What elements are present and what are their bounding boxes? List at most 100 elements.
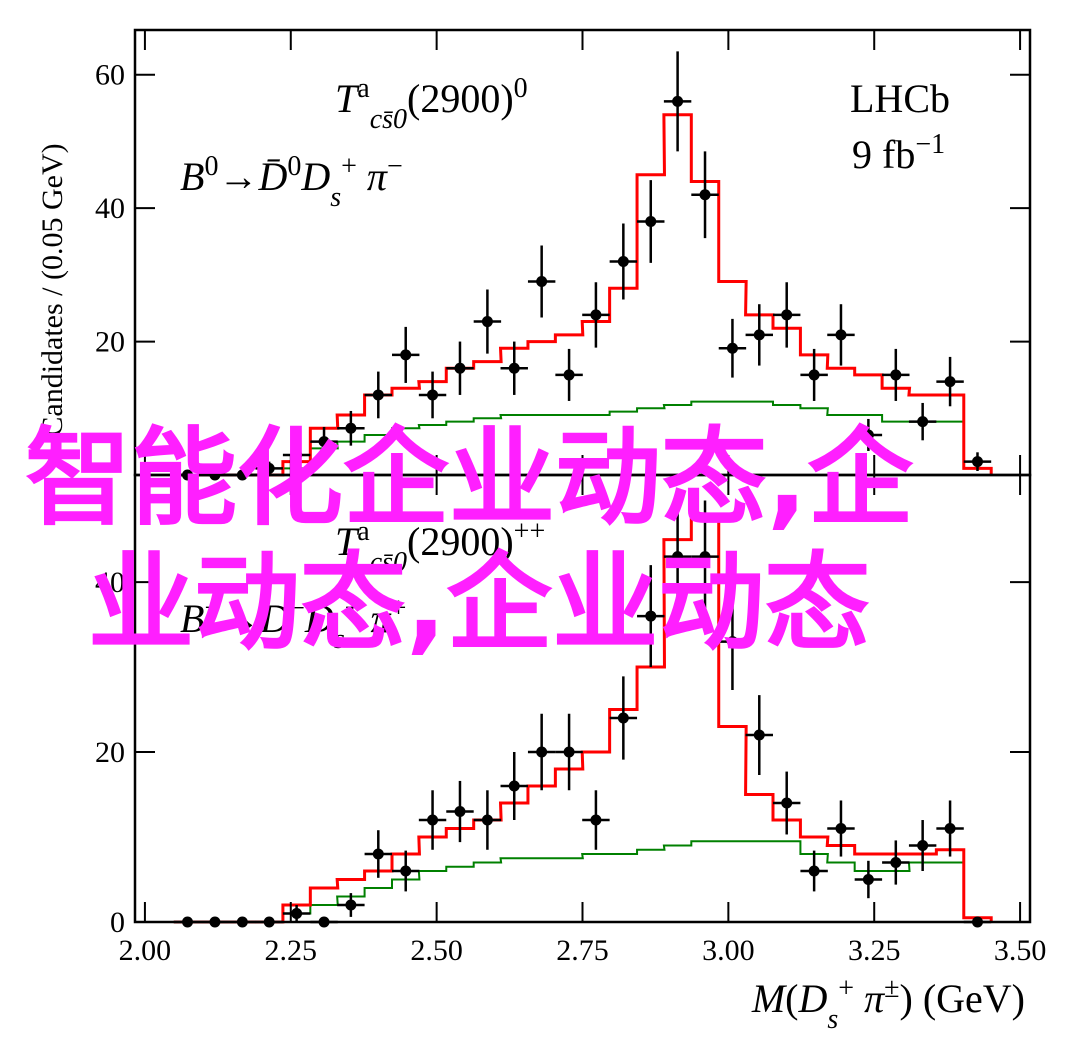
data-point <box>291 908 303 920</box>
annotation-part: − <box>289 593 305 624</box>
y-axis-label: Candidates / (0.05 GeV) <box>36 143 69 436</box>
data-point <box>862 874 874 886</box>
data-point <box>454 362 466 374</box>
annotation-part: + <box>391 593 407 624</box>
data-point <box>672 95 684 107</box>
data-point <box>590 814 602 826</box>
y-tick-label: 40 <box>95 566 125 599</box>
data-point <box>508 362 520 374</box>
data-point <box>699 551 711 563</box>
annotation: Tacs̄0(2900)0 <box>335 73 528 135</box>
annotation: B+→D−Ds+ π+ <box>180 593 406 655</box>
annotation-part: ++ <box>514 516 546 547</box>
data-point <box>481 814 493 826</box>
x-tick-label: 3.00 <box>702 934 755 967</box>
annotation-part: D <box>797 976 827 1021</box>
y-tick-label: 0 <box>110 906 125 939</box>
annotation-part: π <box>357 154 388 199</box>
data-point <box>372 389 384 401</box>
annotation-part: + <box>838 973 854 1004</box>
x-tick-label: 2.50 <box>410 934 463 967</box>
annotation-part: D <box>300 154 330 199</box>
annotation: LHCb <box>850 76 950 121</box>
data-point <box>345 899 357 911</box>
annotation-part: s <box>330 182 341 213</box>
annotation-part: s <box>827 1004 838 1035</box>
data-point <box>263 462 275 474</box>
step-line <box>173 512 993 924</box>
data-point <box>808 865 820 877</box>
y-tick-label: 20 <box>95 326 125 359</box>
annotation-part: π <box>854 976 885 1021</box>
annotation-part: → <box>218 154 258 199</box>
annotation-part: ± <box>884 973 899 1004</box>
annotation-part: T <box>335 76 360 121</box>
data-point <box>917 416 929 428</box>
data-point <box>400 865 412 877</box>
data-point <box>427 389 439 401</box>
data-point <box>372 848 384 860</box>
annotation-part: M <box>751 976 788 1021</box>
data-point <box>890 857 902 869</box>
annotation-part: + <box>345 593 361 624</box>
annotation-part: 9 fb <box>852 132 915 177</box>
annotation-part: → <box>220 596 260 641</box>
annotation-part: + <box>204 593 220 624</box>
data-point <box>835 329 847 341</box>
data-point <box>590 309 602 321</box>
data-point <box>645 610 657 622</box>
annotation-part: ) (GeV) <box>900 976 1026 1021</box>
step-line <box>173 400 993 476</box>
data-point <box>563 746 575 758</box>
step-line <box>173 840 993 923</box>
data-point <box>400 349 412 361</box>
y-tick-label: 40 <box>95 192 125 225</box>
annotation-part: a <box>357 73 370 104</box>
x-tick-label: 2.75 <box>556 934 609 967</box>
y-tick-label: 60 <box>95 59 125 92</box>
x-tick-label: 2.00 <box>119 934 172 967</box>
data-point <box>944 376 956 388</box>
annotation-part: LHCb <box>850 76 950 121</box>
data-point <box>917 840 929 852</box>
data-point <box>835 823 847 835</box>
annotation-part: B <box>180 154 204 199</box>
data-point <box>753 729 765 741</box>
data-point <box>672 551 684 563</box>
annotation-part: B <box>180 596 204 641</box>
data-point <box>726 342 738 354</box>
data-point <box>645 215 657 227</box>
data-point <box>563 369 575 381</box>
annotation-part: D̄ <box>257 154 287 199</box>
data-point <box>617 712 629 724</box>
annotation-part: D <box>259 596 289 641</box>
data-point <box>971 456 983 468</box>
annotation-part: + <box>341 151 357 182</box>
annotation: B0→D̄0Ds+ π− <box>180 151 403 213</box>
annotation-part: D <box>304 596 334 641</box>
data-point <box>427 814 439 826</box>
data-point <box>808 369 820 381</box>
annotation-part: (2900) <box>407 519 514 564</box>
annotation-part: T <box>335 519 360 564</box>
annotation-part: s <box>334 624 345 655</box>
data-point <box>753 329 765 341</box>
x-tick-label: 2.25 <box>265 934 318 967</box>
data-point <box>536 276 548 288</box>
data-point <box>862 429 874 441</box>
annotation-part: cs̄0 <box>370 547 407 578</box>
data-point <box>291 449 303 461</box>
annotation: 9 fb−1 <box>852 129 945 178</box>
data-point <box>536 746 548 758</box>
annotation-part: a <box>357 516 370 547</box>
annotation: M(Ds+ π±) (GeV) <box>751 973 1025 1035</box>
data-point <box>781 309 793 321</box>
annotation-part: cs̄0 <box>370 104 407 135</box>
x-tick-label: 3.25 <box>848 934 901 967</box>
data-point <box>481 316 493 328</box>
annotation: Tacs̄0(2900)++ <box>335 516 545 578</box>
data-point <box>944 823 956 835</box>
data-point <box>890 369 902 381</box>
annotation-part: 0 <box>204 151 218 182</box>
